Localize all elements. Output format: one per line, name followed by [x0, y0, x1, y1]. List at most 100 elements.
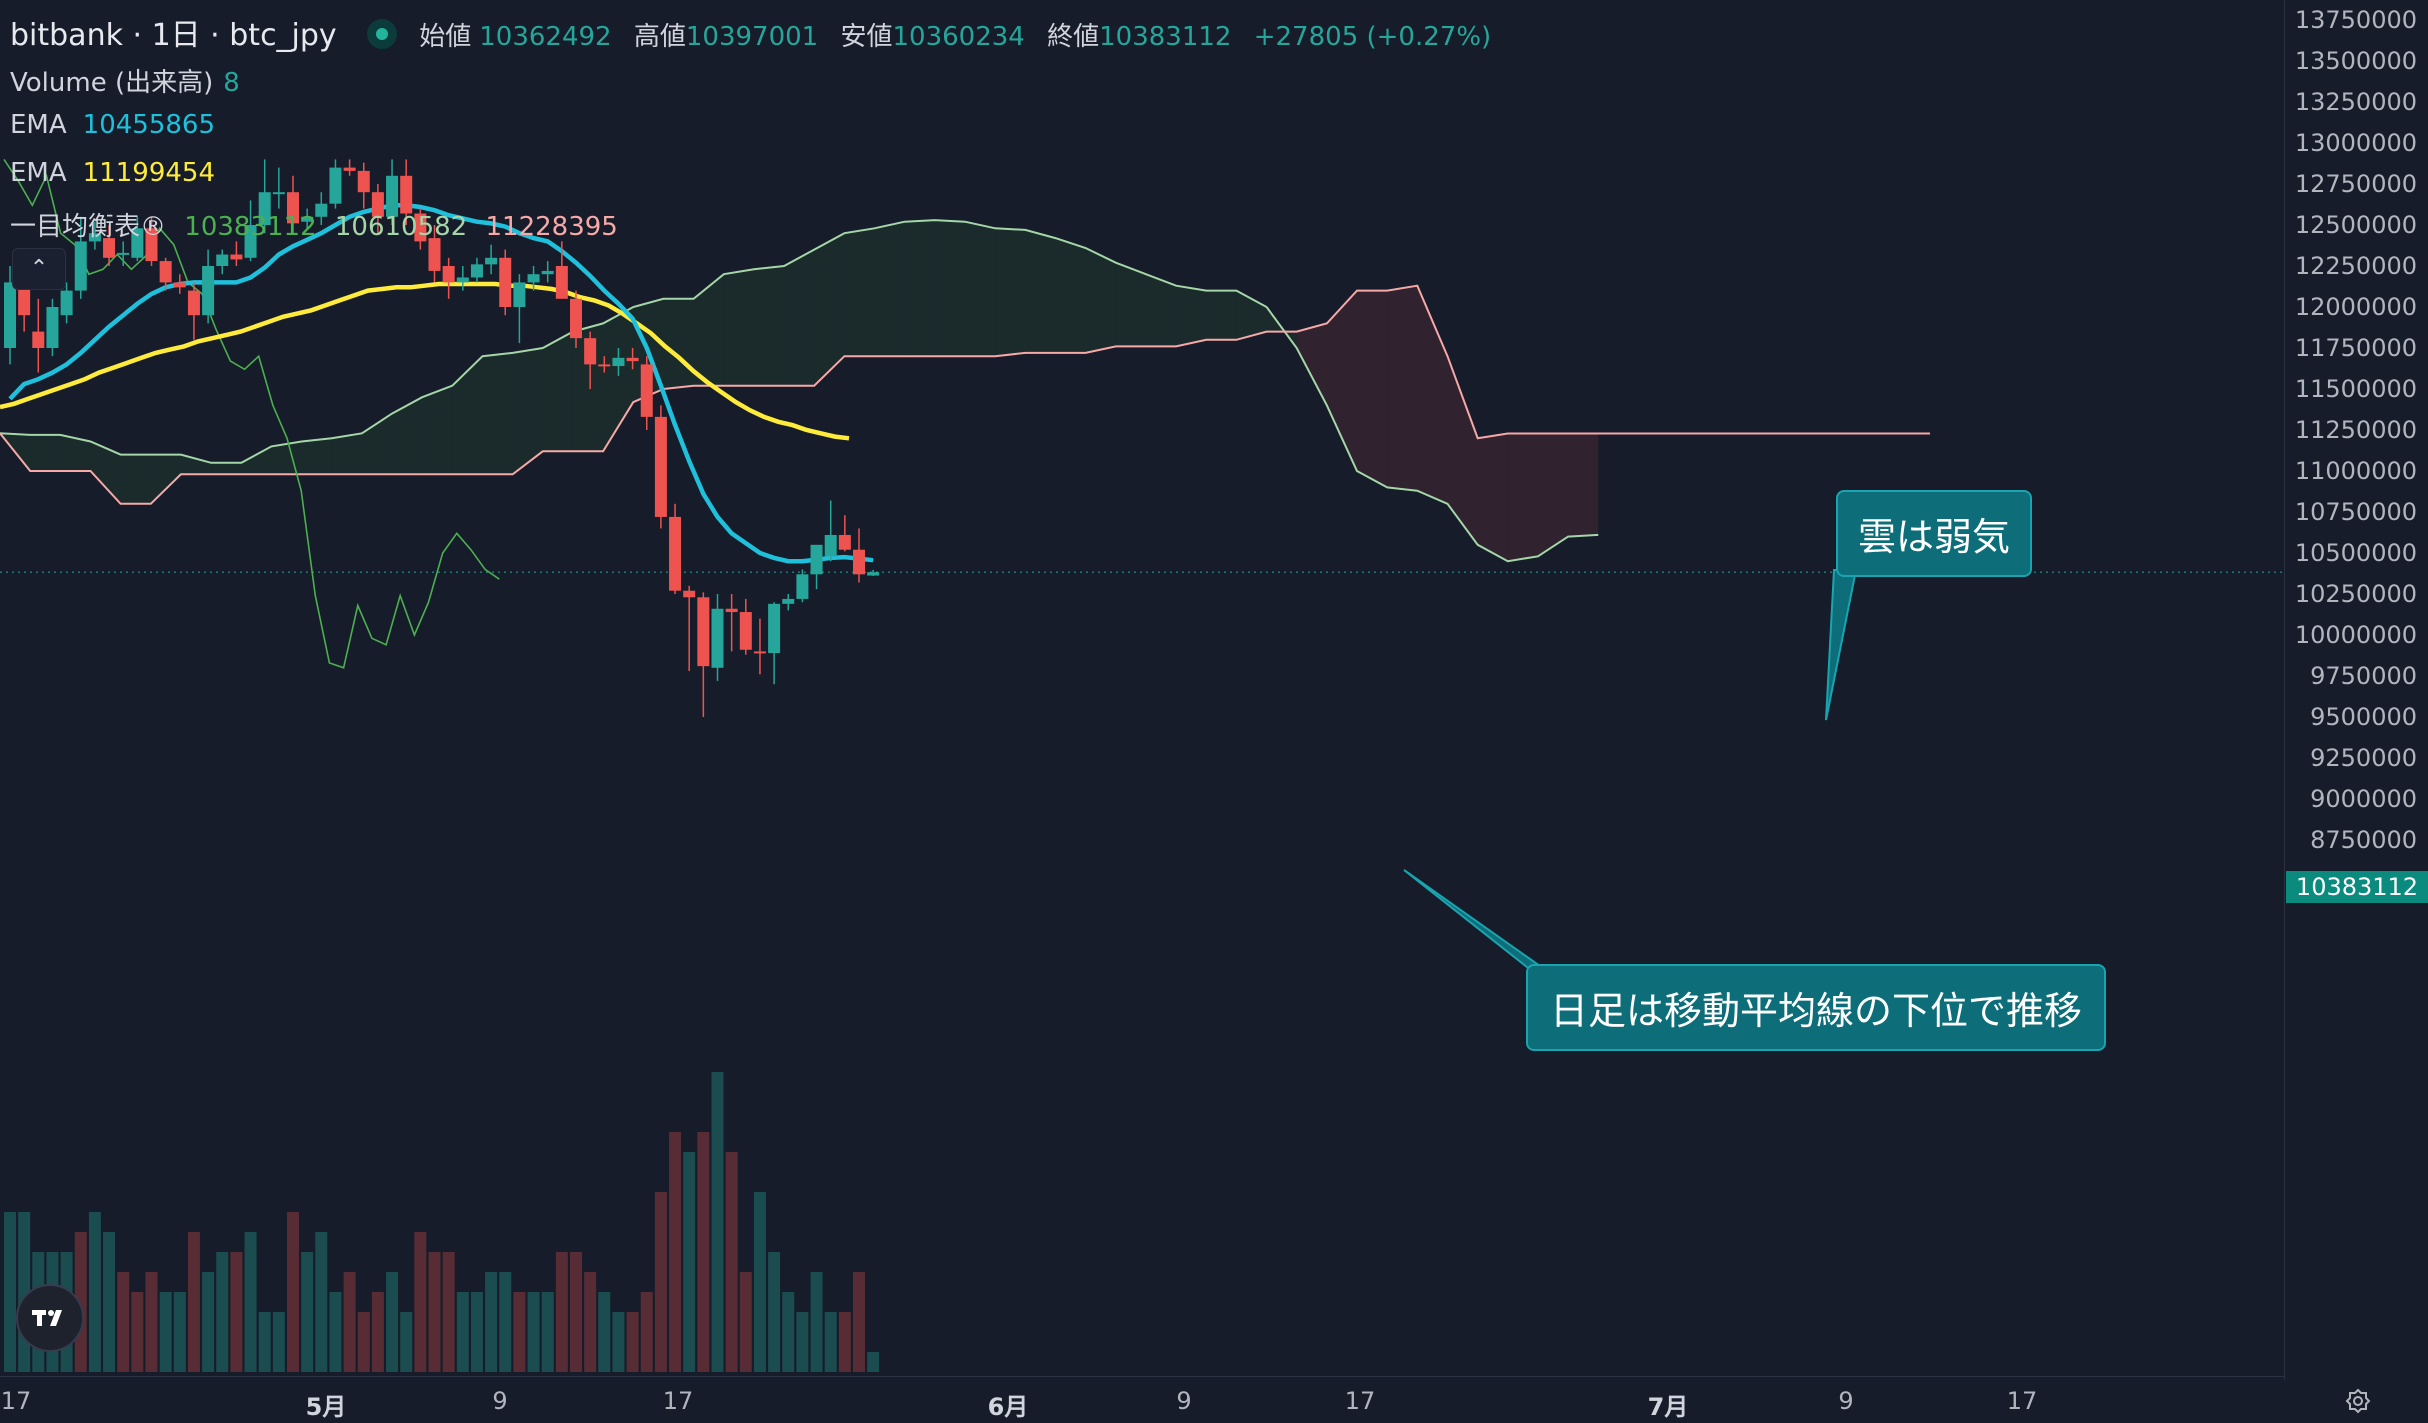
candlestick: [371, 184, 384, 234]
ema-fast-legend[interactable]: EMA 10455865: [10, 110, 215, 140]
price-axis-label: 10000000: [2294, 621, 2417, 649]
candlestick: [853, 528, 865, 583]
cloud-segment: [965, 221, 996, 357]
volume-bar: [485, 1272, 498, 1372]
price-axis-label: 13500000: [2294, 47, 2417, 75]
volume-value: 8: [223, 68, 240, 98]
candlestick: [669, 503, 682, 594]
price-axis-label: 9500000: [2310, 703, 2417, 731]
candlestick: [612, 348, 625, 376]
ema-slow-legend[interactable]: EMA 11199454: [10, 158, 215, 188]
candle-body: [145, 228, 158, 262]
candlestick: [216, 249, 229, 275]
candle-body: [669, 516, 682, 591]
cloud-segment: [180, 454, 212, 475]
candle-body: [357, 170, 370, 193]
tradingview-logo[interactable]: [16, 1284, 84, 1352]
price-axis[interactable]: 13750000 13500000 13250000 13000000 12750000…: [2284, 0, 2428, 1380]
ichimoku-label: 一目均衡表®: [10, 212, 167, 242]
cloud-segment: [392, 397, 423, 475]
cloud-segment: [1326, 290, 1358, 471]
cloud-bearish-callout: 雲は弱気: [1836, 490, 2033, 577]
candlestick: [456, 266, 469, 291]
price-axis-label: 13750000: [2294, 6, 2417, 34]
volume-bar: [428, 1252, 441, 1372]
ichimoku-legend[interactable]: 一目均衡表® 10383112 10610582 11228395: [10, 206, 618, 243]
cloud-segment: [90, 441, 121, 504]
cloud-segment: [784, 249, 815, 386]
volume-bar: [626, 1312, 639, 1372]
volume-bar: [145, 1272, 158, 1372]
settings-icon[interactable]: [2345, 1388, 2371, 1414]
cloud-segment: [452, 356, 483, 475]
cloud-segment: [995, 228, 1026, 357]
candlestick: [570, 290, 582, 348]
candle-body: [824, 534, 837, 557]
low-label: 安値: [840, 22, 893, 52]
candlestick: [343, 159, 356, 176]
volume-bar: [272, 1312, 285, 1372]
volume-bar: [753, 1192, 766, 1372]
candlestick: [315, 192, 328, 225]
cloud-segment: [874, 221, 905, 357]
volume-bar: [88, 1212, 101, 1372]
volume-bar: [315, 1232, 328, 1372]
candle-body: [782, 598, 795, 604]
price-axis-label: 11000000: [2294, 457, 2417, 485]
cloud-segment: [1477, 433, 1508, 562]
candle-body: [343, 167, 356, 171]
candle-body: [60, 290, 73, 316]
price-axis-label: 9000000: [2310, 785, 2417, 813]
candlestick: [117, 241, 130, 266]
cloud-segment: [1357, 290, 1388, 488]
candlestick: [499, 249, 512, 316]
cloud-segment: [331, 433, 362, 475]
symbol-title: bitbank · 1日 · btc_jpy: [10, 18, 337, 53]
candlestick: [513, 274, 526, 344]
price-axis-label: 10750000: [2294, 498, 2417, 526]
candlestick: [640, 356, 653, 430]
candlestick: [584, 331, 597, 389]
volume-bar: [555, 1252, 568, 1372]
cloud-segment: [1537, 433, 1569, 557]
cloud-segment: [603, 307, 634, 452]
cloud-segment: [30, 434, 61, 471]
candle-body: [711, 608, 724, 668]
volume-bar: [442, 1252, 455, 1372]
close-value: 10383112: [1099, 22, 1232, 52]
volume-bar: [187, 1232, 200, 1372]
volume-bar: [654, 1192, 667, 1372]
collapse-legend-button[interactable]: ⌃: [12, 248, 66, 290]
time-axis-label: 6月: [987, 1393, 1029, 1421]
volume-bar: [584, 1272, 597, 1372]
candlestick: [725, 594, 738, 652]
candlestick: [810, 544, 823, 590]
ema-slow-value: 11199454: [82, 158, 215, 188]
candle-body: [103, 238, 116, 258]
volume-bar: [640, 1292, 653, 1372]
chevron-up-icon: ⌃: [29, 256, 49, 281]
volume-bar: [796, 1312, 809, 1372]
candlestick: [428, 225, 441, 283]
volume-legend[interactable]: Volume (出来高) 8: [10, 62, 240, 99]
time-axis[interactable]: 17 5月 9 17 6月 9 17 7月 9 17: [0, 1376, 2284, 1423]
volume-bar: [202, 1272, 215, 1372]
candle-body: [244, 225, 257, 258]
cloud-segment: [693, 274, 724, 386]
candle-body: [485, 257, 498, 265]
candlestick: [386, 159, 399, 225]
candle-body: [32, 331, 45, 348]
candlestick: [329, 159, 342, 209]
cloud-segment: [663, 298, 694, 389]
candlestick: [711, 594, 724, 681]
candle-body: [230, 254, 243, 260]
candle-body: [555, 266, 568, 299]
volume-bar: [301, 1252, 314, 1372]
cloud-segment: [301, 438, 332, 475]
time-axis-label: 9: [1176, 1387, 1192, 1415]
symbol-header[interactable]: bitbank · 1日 · btc_jpy 始値 10362492 高値1039…: [10, 10, 1491, 54]
candle-body: [640, 364, 653, 417]
candlestick: [88, 221, 101, 250]
live-status-dot: [366, 19, 397, 49]
